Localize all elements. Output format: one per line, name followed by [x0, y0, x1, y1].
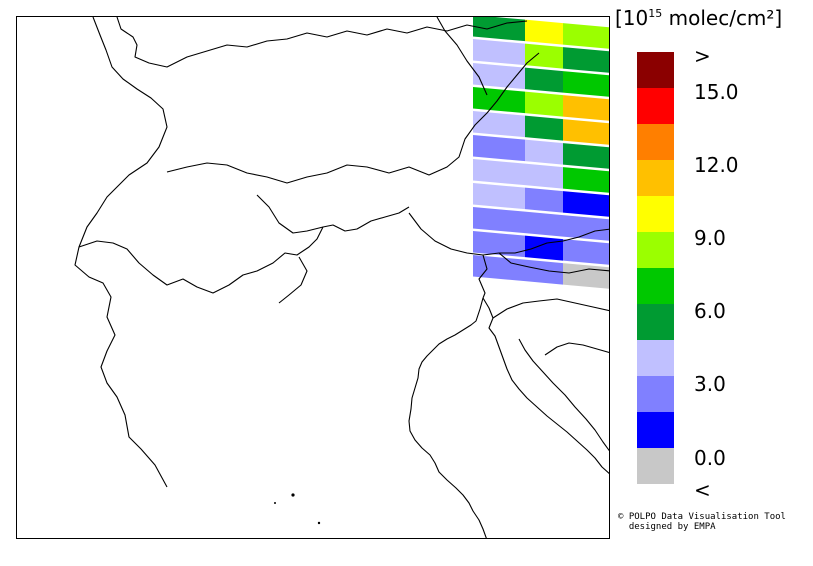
swath-cell	[563, 215, 609, 241]
colorbar-tick-label: <	[694, 478, 711, 502]
swath-cell	[473, 159, 525, 186]
legend-unit-title: [1015 molec/cm²]	[615, 6, 782, 30]
swath-cell	[473, 135, 525, 162]
colorbar-tick-label: 3.0	[694, 372, 726, 396]
swath-cell	[563, 23, 609, 49]
colorbar-tick-label: 0.0	[694, 446, 726, 470]
swath-cell	[525, 163, 563, 189]
swath-cell	[563, 167, 609, 193]
swath-cell	[563, 95, 609, 121]
swath-cell	[525, 187, 563, 213]
swath-cell	[473, 255, 525, 282]
swath-cell	[525, 115, 563, 141]
colorbar-swatch-6	[637, 268, 674, 304]
colorbar-swatch-1	[637, 88, 674, 124]
unit-exponent: 15	[648, 7, 663, 20]
swath-cell	[525, 19, 563, 45]
swath-cell	[525, 211, 563, 237]
swath-cell	[525, 139, 563, 165]
colorbar-swatch-7	[637, 304, 674, 340]
border-france	[74, 17, 168, 488]
swath-cell	[525, 67, 563, 93]
swath-cell	[473, 87, 525, 114]
colorbar-swatch-10	[637, 412, 674, 448]
border-germany-swiss	[166, 52, 540, 184]
border-germany-north	[116, 17, 528, 68]
coastline-dalmatia	[518, 338, 609, 452]
swath-cell	[473, 231, 525, 258]
border-croatia	[492, 298, 609, 319]
colorbar-tick-label: 6.0	[694, 299, 726, 323]
colorbar-swatch-9	[637, 376, 674, 412]
swath-cell	[473, 183, 525, 210]
unit-suffix: molec/cm²]	[662, 6, 783, 30]
colorbar-swatch-3	[637, 160, 674, 196]
swath-cell	[473, 111, 525, 138]
colorbar-tick-label: 9.0	[694, 226, 726, 250]
swath-cell	[563, 119, 609, 145]
border-bosnia	[544, 342, 609, 356]
border-switzerland-south	[78, 206, 410, 294]
swath-cell	[525, 235, 563, 261]
island-capraia	[274, 502, 276, 504]
colorbar-tick-label: 15.0	[694, 80, 739, 104]
swath-cell	[563, 263, 609, 289]
colorbar	[637, 52, 674, 484]
swath-cell	[563, 47, 609, 73]
border-slovenia	[478, 252, 609, 299]
colorbar-tick-label: >	[694, 44, 711, 68]
colorbar-swatch-5	[637, 232, 674, 268]
colorbar-tick-label: 12.0	[694, 153, 739, 177]
border-liechtenstein	[278, 256, 308, 304]
border-austria-italy	[256, 194, 609, 256]
swath-cell	[473, 17, 525, 42]
swath-cell	[473, 39, 525, 66]
colorbar-swatch-0	[637, 52, 674, 88]
map-panel	[16, 16, 610, 539]
island-elba	[291, 493, 295, 497]
map-canvas	[74, 17, 609, 538]
swath-cell	[563, 143, 609, 169]
swath-cell	[525, 43, 563, 69]
colorbar-swatch-8	[637, 340, 674, 376]
swath-cell	[563, 191, 609, 217]
swath-cell	[525, 91, 563, 117]
colorbar-swatch-11	[637, 448, 674, 484]
swath-cell	[473, 207, 525, 234]
swath-cell	[563, 71, 609, 97]
colorbar-swatch-2	[637, 124, 674, 160]
island-pianosa	[317, 521, 321, 525]
border-czech	[436, 17, 488, 96]
coastline-north-adriatic	[408, 297, 487, 538]
credit-line-2: designed by EMPA	[618, 522, 716, 532]
satellite-swath	[473, 17, 609, 289]
swath-cell	[473, 63, 525, 90]
credit-text: © POLPO Data Visualisation Tool designed…	[618, 512, 786, 532]
credit-line-1: © POLPO Data Visualisation Tool	[618, 512, 786, 522]
coastline-istria	[482, 297, 609, 474]
unit-prefix: [10	[615, 6, 649, 30]
swath-cell	[525, 259, 563, 285]
colorbar-swatch-4	[637, 196, 674, 232]
swath-cell	[563, 239, 609, 265]
